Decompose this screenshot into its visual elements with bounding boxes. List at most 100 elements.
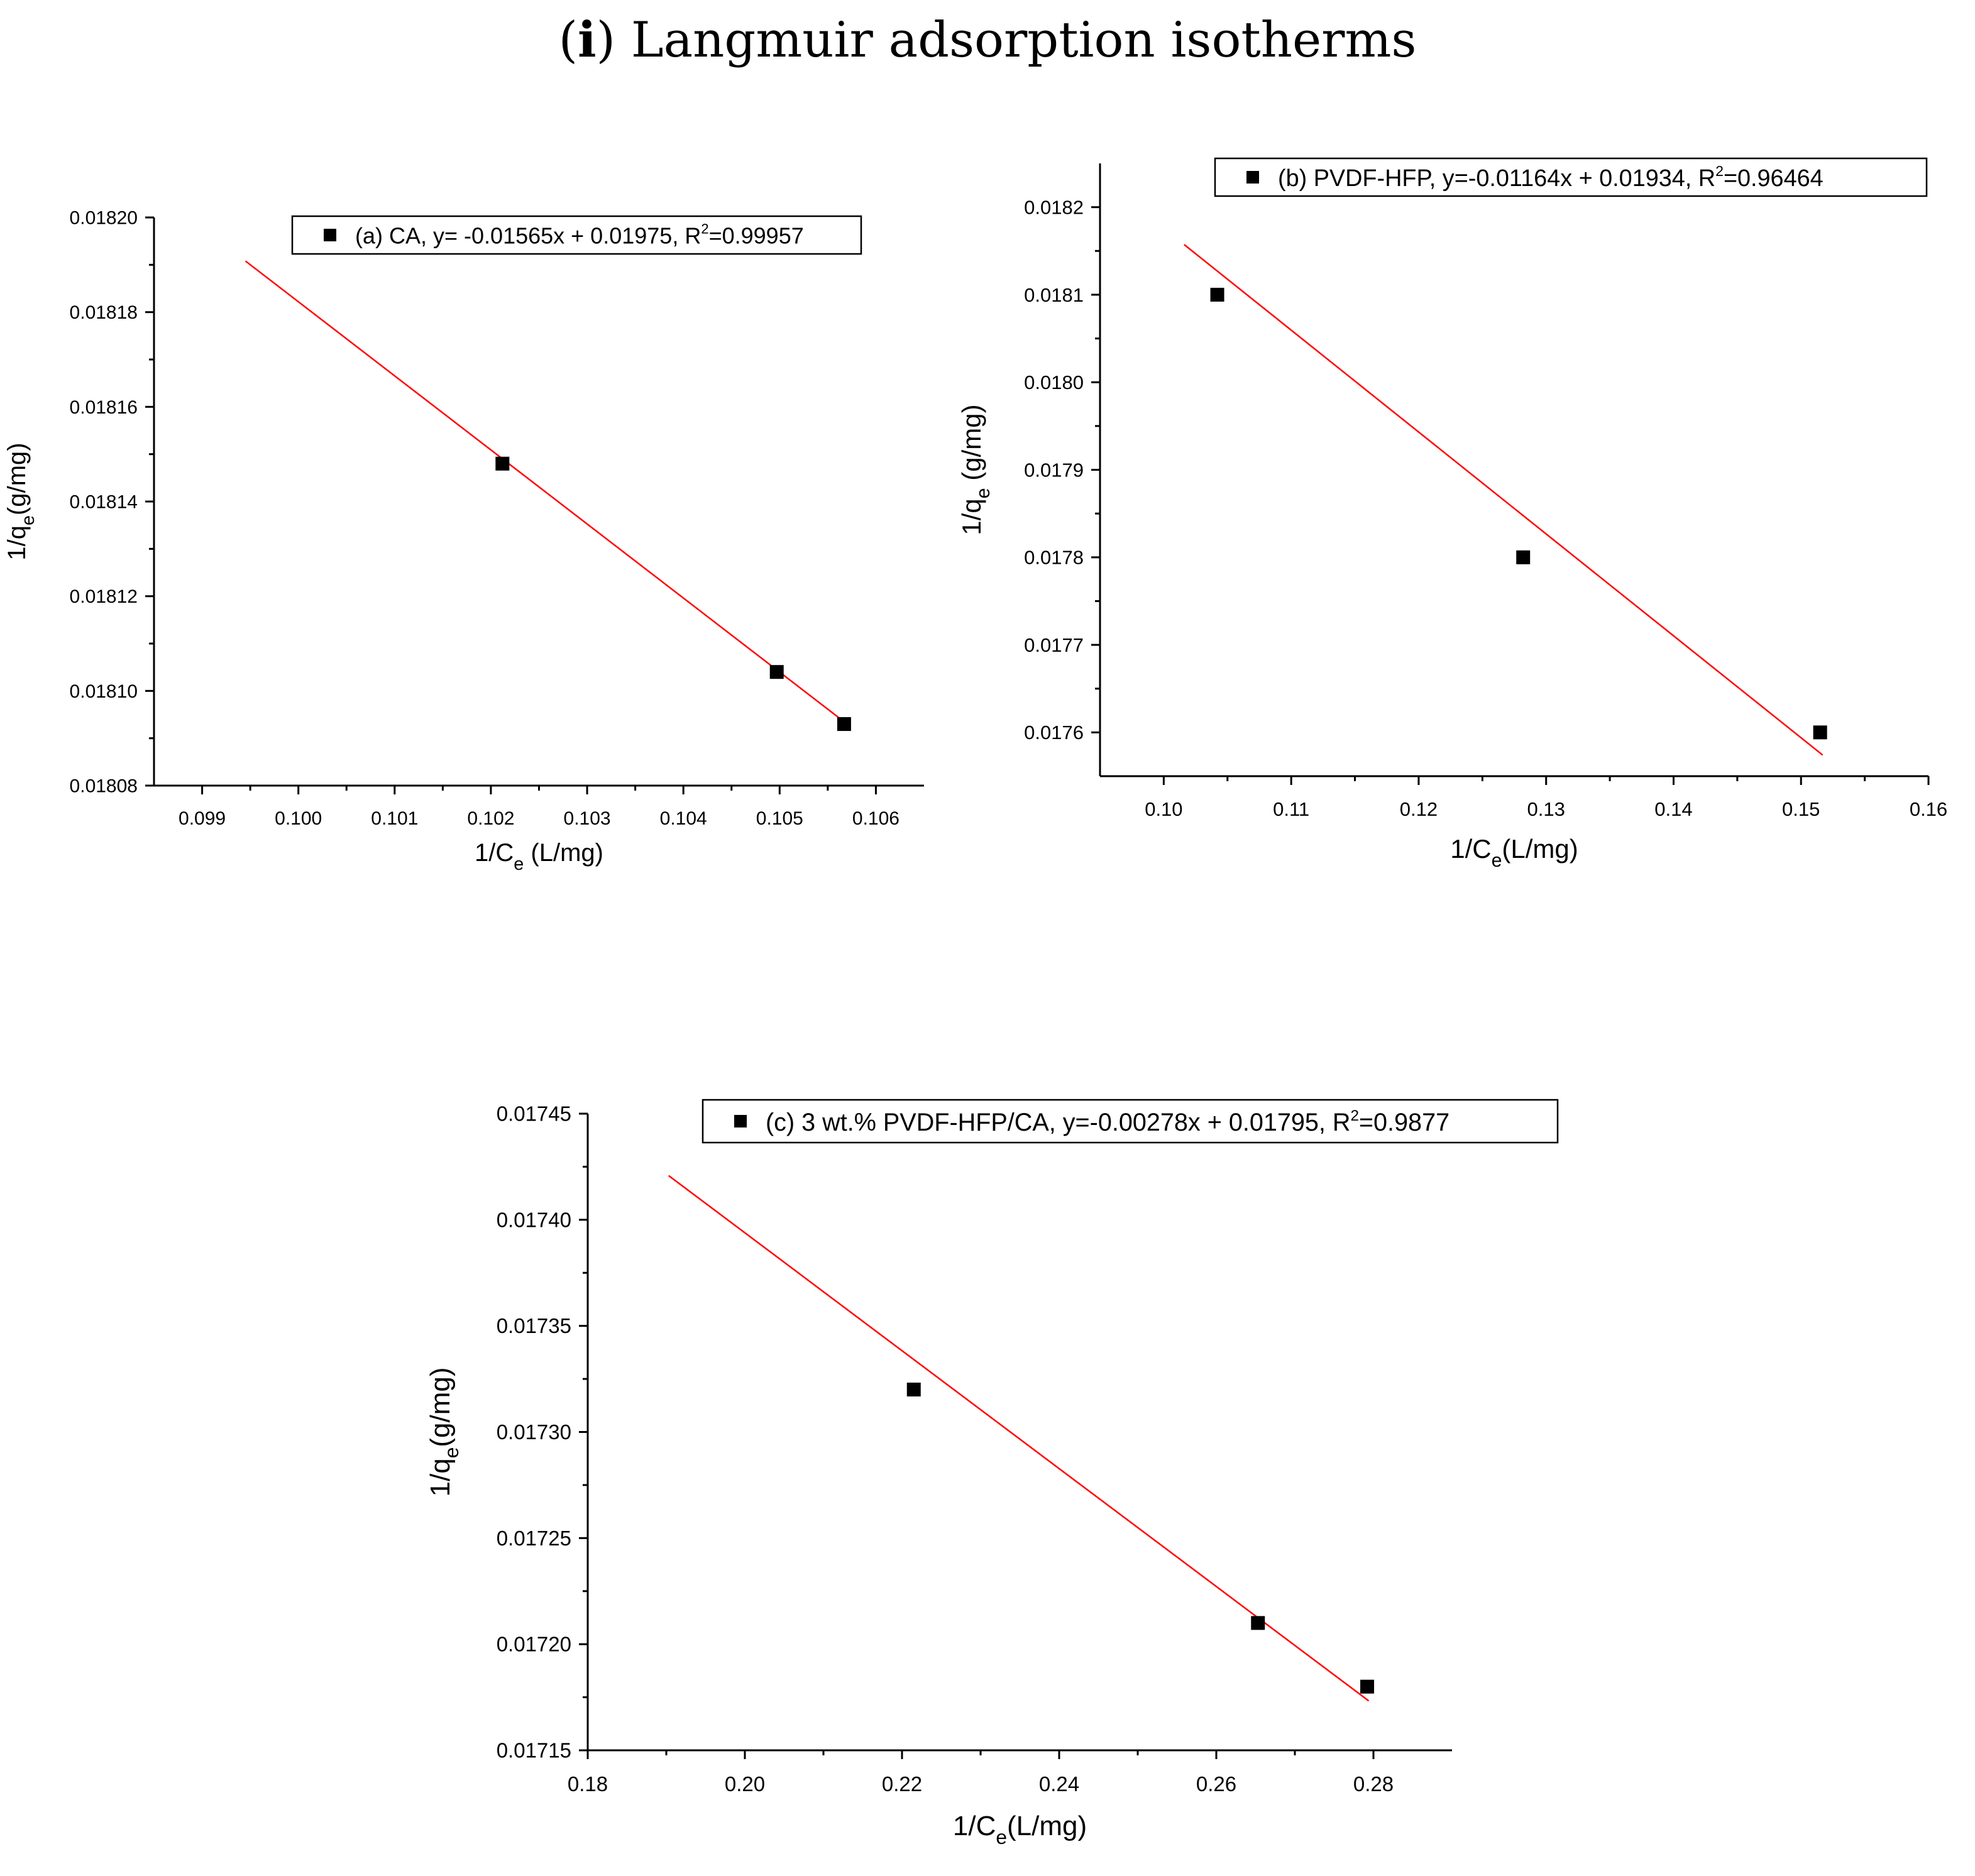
data-point: [906, 1382, 921, 1396]
y-axis-label-unit: (g/mg): [425, 1368, 456, 1447]
x-axis-label: 1/Ce (L/mg): [475, 839, 603, 874]
x-tick-label: 0.24: [1039, 1772, 1079, 1796]
y-tick-label: 0.01715: [497, 1739, 571, 1762]
legend-marker: [1246, 171, 1259, 184]
data-point: [1251, 1616, 1265, 1630]
y-tick-label: 0.01814: [70, 492, 138, 513]
x-axis-label-unit: (L/mg): [524, 839, 603, 867]
data-point: [1360, 1679, 1374, 1694]
y-tick-label: 0.01720: [497, 1633, 571, 1656]
legend-equation: (a) CA, y= -0.01565x + 0.01975, R: [355, 223, 701, 249]
fit-line: [245, 260, 850, 727]
y-axis-label-subscript: e: [440, 1447, 463, 1459]
legend-superscript: 2: [701, 221, 708, 237]
legend-box: [701, 1099, 1559, 1144]
x-tick-label: 0.20: [725, 1772, 765, 1796]
x-tick-label: 0.18: [568, 1772, 608, 1796]
x-axis-label-main: 1/C: [475, 839, 514, 867]
y-tick-label: 0.01725: [497, 1527, 571, 1550]
x-axis-label-subscript: e: [996, 1826, 1007, 1848]
legend-r2-value: =0.9877: [1359, 1109, 1450, 1136]
y-axis-label-main: 1/q: [425, 1458, 456, 1496]
legend-r2-value: =0.99957: [709, 223, 804, 249]
data-point: [1813, 725, 1827, 740]
x-tick-label: 0.102: [467, 808, 514, 829]
y-tick-label: 0.01812: [70, 586, 138, 607]
y-tick-label: 0.01816: [70, 397, 138, 418]
figure-title: (i) Langmuir adsorption isotherms: [0, 11, 1975, 69]
y-axis-label: 1/qe (g/mg): [957, 404, 994, 535]
x-axis-label-subscript: e: [1492, 850, 1502, 871]
y-tick-label: 0.01820: [70, 208, 138, 229]
y-tick-label: 0.01818: [70, 302, 138, 323]
x-tick-label: 0.103: [564, 808, 611, 829]
x-tick-label: 0.099: [179, 808, 226, 829]
x-tick-label: 0.10: [1145, 798, 1182, 820]
x-tick-label: 0.28: [1353, 1772, 1394, 1796]
y-tick-label: 0.0180: [1024, 371, 1084, 393]
y-tick-label: 0.01808: [70, 776, 138, 797]
x-axis-label-subscript: e: [514, 854, 524, 874]
legend-marker: [324, 229, 336, 241]
chart-b: 0.10 0.11 0.12 0.13 0.14 0.15 0.16 0.0176 0.0177…: [957, 157, 1947, 871]
legend-superscript: 2: [1715, 163, 1724, 179]
legend-text: (b) PVDF-HFP, y=-0.01164x + 0.01934, R2=…: [1278, 163, 1824, 192]
x-axis-label-unit: (L/mg): [1007, 1811, 1087, 1841]
x-tick-label: 0.14: [1654, 798, 1692, 820]
x-tick-label: 0.101: [371, 808, 418, 829]
figure-title-open-paren: (: [558, 12, 578, 69]
x-tick-label: 0.100: [275, 808, 322, 829]
y-tick-label: 0.01810: [70, 681, 138, 702]
figure-title-close-paren: ): [596, 12, 616, 69]
legend-box: [1214, 157, 1928, 197]
y-tick-label: 0.01740: [497, 1208, 571, 1231]
y-axis-label-subscript: e: [973, 488, 994, 498]
legend-text: (a) CA, y= -0.01565x + 0.01975, R2=0.999…: [355, 221, 804, 249]
x-axis-label: 1/Ce(L/mg): [1450, 834, 1578, 871]
y-tick-label: 0.0182: [1024, 196, 1084, 218]
y-tick-label: 0.0178: [1024, 547, 1084, 569]
fit-line: [1184, 244, 1824, 756]
x-tick-label: 0.105: [756, 808, 803, 829]
data-point: [495, 456, 510, 471]
x-tick-label: 0.22: [882, 1772, 922, 1796]
y-tick-label: 0.0181: [1024, 284, 1084, 306]
data-point: [1210, 287, 1224, 302]
data-point: [837, 717, 851, 732]
x-tick-label: 0.15: [1782, 798, 1820, 820]
x-axis-label: 1/Ce(L/mg): [953, 1811, 1087, 1848]
y-axis-label: 1/qe(g/mg): [3, 442, 38, 560]
data-point: [769, 665, 784, 679]
y-tick-label: 0.01735: [497, 1314, 571, 1337]
x-axis-label-unit: (L/mg): [1502, 834, 1578, 864]
y-axis-label-main: 1/q: [957, 498, 986, 535]
x-tick-label: 0.12: [1400, 798, 1438, 820]
data-point: [1516, 550, 1531, 564]
chart-c: 0.18 0.20 0.22 0.24 0.26 0.28 0.01715 0.01720 0.…: [425, 1099, 1559, 1848]
y-axis-label-unit: (g/mg): [957, 404, 986, 488]
x-tick-label: 0.26: [1196, 1772, 1236, 1796]
figure-title-letter: i: [578, 11, 597, 69]
legend-r2-value: =0.96464: [1724, 165, 1824, 192]
y-tick-label: 0.01730: [497, 1420, 571, 1444]
x-tick-label: 0.11: [1273, 798, 1309, 820]
legend-box: [291, 215, 862, 255]
x-tick-label: 0.106: [852, 808, 899, 829]
legend-text: (c) 3 wt.% PVDF-HFP/CA, y=-0.00278x + 0.…: [766, 1107, 1450, 1136]
y-axis-label-main: 1/q: [3, 525, 31, 561]
chart-a: 0.099 0.100 0.101 0.102 0.103 0.104 0.105 0.106…: [3, 208, 924, 874]
x-axis-label-main: 1/C: [1450, 834, 1491, 864]
figure-title-text: Langmuir adsorption isotherms: [630, 12, 1417, 69]
x-tick-label: 0.104: [660, 808, 707, 829]
x-axis-label-main: 1/C: [953, 1811, 996, 1841]
legend-superscript: 2: [1350, 1107, 1358, 1124]
y-tick-label: 0.0177: [1024, 634, 1084, 656]
legend-marker: [734, 1115, 747, 1127]
legend-equation: (b) PVDF-HFP, y=-0.01164x + 0.01934, R: [1278, 165, 1715, 192]
y-axis-label-subscript: e: [18, 515, 38, 525]
y-tick-label: 0.01745: [497, 1102, 571, 1126]
legend-equation: (c) 3 wt.% PVDF-HFP/CA, y=-0.00278x + 0.…: [766, 1109, 1350, 1136]
x-tick-label: 0.13: [1527, 798, 1565, 820]
x-tick-label: 0.16: [1910, 798, 1947, 820]
fit-line: [668, 1175, 1370, 1702]
